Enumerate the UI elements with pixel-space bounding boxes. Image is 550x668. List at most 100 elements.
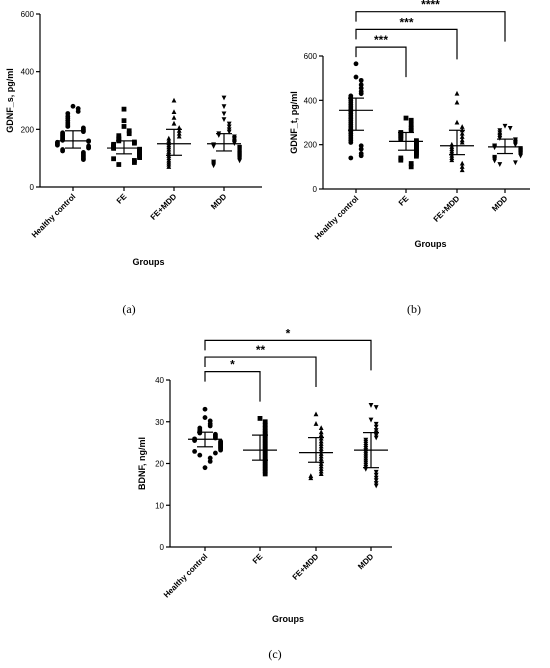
data-point (207, 455, 213, 461)
data-point (226, 121, 232, 127)
y-tick-label: 600 (21, 10, 35, 19)
significance-label: ** (256, 343, 266, 357)
panel-b: 0 200 400 600 Healthy control FE FE+MDD MDD GDNF… (289, 0, 530, 316)
y-tick-label: 200 (304, 141, 318, 150)
data-point (408, 117, 414, 123)
data-point (492, 145, 497, 151)
significance-label: * (230, 358, 235, 372)
data-point (318, 446, 324, 451)
data-point (368, 403, 374, 408)
data-point (121, 124, 127, 129)
data-point (373, 424, 379, 430)
y-tick-label: 0 (313, 185, 318, 194)
data-point (262, 451, 268, 456)
data-point (408, 161, 414, 166)
data-point (348, 155, 354, 161)
data-point (262, 448, 268, 454)
x-axis-label: Groups (132, 257, 164, 267)
data-point (318, 425, 324, 431)
x-tick-label: Healthy control (313, 194, 361, 242)
x-axis-label: Groups (414, 239, 446, 249)
data-point (459, 167, 465, 173)
data-point (373, 469, 379, 475)
data-point (358, 91, 364, 97)
y-tick-label: 0 (160, 543, 165, 552)
significance-label: **** (421, 0, 440, 12)
data-point (218, 447, 224, 453)
data-point (262, 463, 268, 469)
data-point (262, 438, 268, 444)
data-point (459, 164, 465, 169)
data-point (197, 452, 203, 458)
x-tick-label: Healthy control (162, 552, 210, 600)
data-point (308, 475, 314, 481)
data-point (132, 160, 137, 165)
x-tick-label: FE (115, 192, 129, 206)
data-point (262, 466, 268, 471)
data-point (398, 136, 404, 142)
data-point (454, 119, 460, 125)
data-point (213, 450, 218, 456)
y-tick-label: 400 (304, 96, 318, 105)
data-point (262, 422, 268, 428)
data-point (226, 129, 232, 135)
data-point (221, 117, 227, 123)
data-point (459, 124, 465, 129)
y-tick-label: 10 (155, 501, 164, 510)
significance-label: *** (374, 33, 388, 47)
y-axis-label: GDNF_s, pg/ml (5, 68, 15, 133)
data-point (373, 433, 379, 438)
data-point (318, 468, 324, 474)
data-point (358, 82, 364, 88)
data-point (126, 131, 132, 137)
x-tick-label: Healthy control (30, 192, 78, 240)
data-point (373, 481, 379, 486)
data-point (262, 468, 268, 474)
y-tick-label: 400 (21, 68, 35, 77)
data-point (373, 472, 379, 478)
data-point (81, 129, 86, 135)
data-point (454, 99, 460, 105)
data-point (358, 85, 364, 91)
data-point (373, 475, 379, 481)
data-point (65, 124, 71, 129)
data-point (507, 126, 513, 131)
significance-label: * (286, 326, 291, 340)
data-point (197, 430, 203, 436)
data-point (262, 443, 268, 449)
significance-bracket (355, 11, 506, 42)
data-point (262, 456, 268, 461)
data-point (207, 459, 213, 464)
data-point (313, 411, 319, 417)
data-point (262, 471, 268, 477)
data-point (318, 441, 324, 446)
data-point (459, 134, 465, 139)
data-point (318, 451, 324, 456)
data-point (318, 432, 324, 438)
y-tick-label: 40 (155, 376, 164, 385)
data-point (459, 130, 465, 136)
data-point (358, 146, 364, 152)
data-point (313, 421, 319, 426)
data-point (348, 140, 354, 145)
data-point (497, 136, 503, 141)
data-point (497, 162, 503, 167)
y-tick-label: 0 (30, 183, 35, 192)
data-point (492, 158, 497, 164)
x-tick-label: FE (397, 194, 411, 208)
data-point (373, 421, 379, 427)
data-point (176, 130, 182, 136)
data-point (176, 127, 182, 133)
data-point (449, 157, 455, 163)
significance-bracket (204, 339, 372, 371)
data-point (171, 120, 177, 126)
data-point (176, 133, 182, 139)
data-point (513, 142, 518, 148)
data-point (207, 423, 213, 429)
data-point (408, 122, 414, 128)
data-point (166, 164, 172, 169)
data-point (318, 471, 324, 476)
data-point (414, 153, 419, 159)
data-point (221, 111, 227, 117)
